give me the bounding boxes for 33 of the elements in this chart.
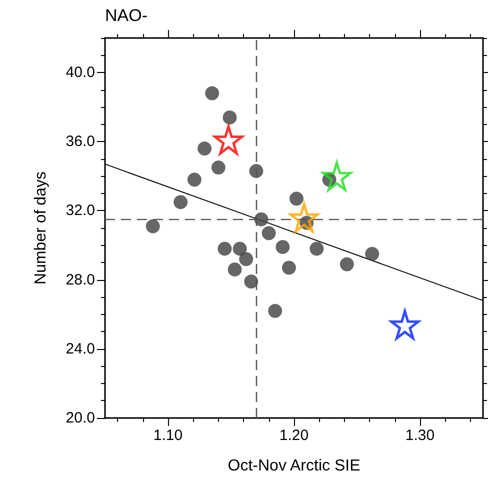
y-tick-label: 32.0 [66,202,95,220]
x-tick-label: 1.30 [405,427,435,444]
y-tick-label: 28.0 [66,271,95,288]
x-tick-label: 1.10 [153,427,183,444]
point [228,262,242,276]
point [187,172,202,187]
point [262,226,276,240]
point [146,219,160,234]
point [174,195,188,210]
point [198,142,212,156]
point [249,164,264,178]
y-tick-label: 40.0 [66,64,95,82]
y-tick-label: 20.0 [66,410,95,426]
x-axis-title: Oct-Nov Arctic SIE [228,458,360,474]
point [205,86,220,100]
point [290,192,304,206]
point [239,252,254,266]
point [365,246,380,261]
point [232,242,247,256]
point [211,160,226,175]
point [244,274,258,289]
point [222,110,237,124]
point [340,257,354,272]
point [218,242,232,256]
point [268,304,282,318]
point [276,240,290,254]
y-tick-label: 36.0 [66,133,95,150]
x-tick-label: 1.20 [279,427,309,444]
y-tick-label: 24.0 [66,340,95,358]
point [282,260,296,275]
y-axis-title: Number of days [32,172,50,284]
point [310,242,324,256]
chart-title: NAO- [105,6,148,25]
